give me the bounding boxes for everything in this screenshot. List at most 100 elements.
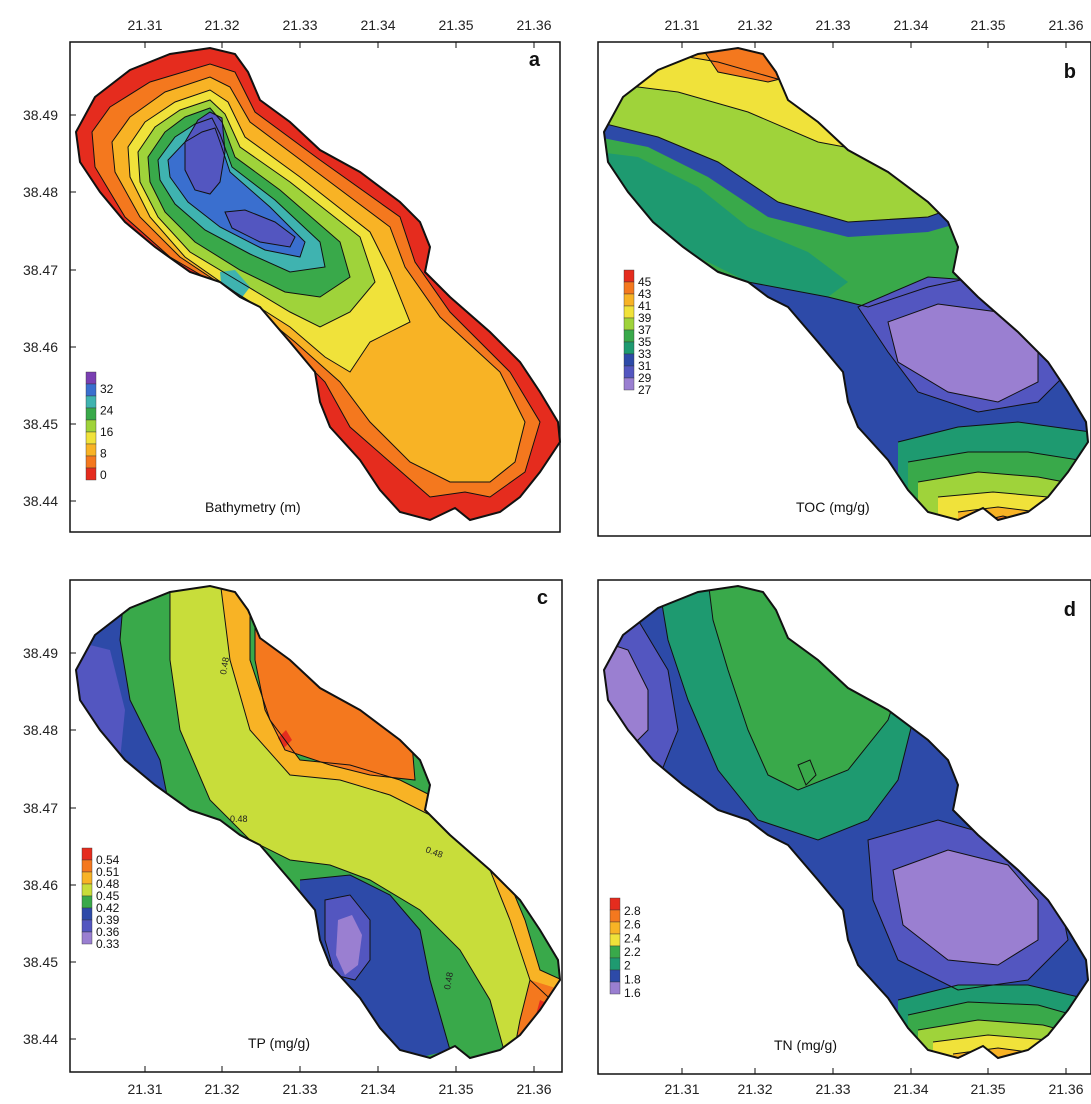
x-tick-label: 21.34	[360, 1081, 395, 1097]
x-tick-label: 21.33	[282, 17, 317, 33]
legend-label: 33	[638, 347, 652, 361]
legend-swatch	[85, 371, 97, 385]
x-tick-label: 21.32	[737, 1081, 772, 1097]
x-tick-label: 21.34	[893, 17, 928, 33]
legend-label: 0.48	[96, 877, 120, 891]
legend-label: 2.8	[624, 904, 641, 918]
panel-letter: b	[1064, 61, 1076, 83]
legend-swatch	[85, 431, 97, 445]
legend: 0.540.510.480.450.420.390.360.33	[81, 847, 120, 951]
legend-label: 2.6	[624, 918, 641, 932]
panel-a: a Bathymetry (m) 32 24 16 8 0	[69, 41, 561, 533]
x-tick-label: 21.32	[204, 1081, 239, 1097]
legend-swatch	[623, 317, 635, 331]
legend-swatch	[609, 981, 621, 995]
x-tick-label: 21.31	[664, 17, 699, 33]
legend-swatch	[81, 919, 93, 933]
x-tick-label: 21.32	[737, 17, 772, 33]
legend-swatch	[81, 883, 93, 897]
legend-label: 1.6	[624, 986, 641, 1000]
variable-label: TN (mg/g)	[774, 1037, 837, 1053]
legend-label: 0	[100, 468, 107, 482]
legend-swatch	[623, 365, 635, 379]
legend: 32 24 16 8 0	[85, 371, 114, 482]
legend-label: 0.45	[96, 889, 120, 903]
legend-label: 41	[638, 299, 652, 313]
legend-label: 1.8	[624, 972, 641, 986]
variable-label: Bathymetry (m)	[205, 499, 301, 515]
contour-label: 0.48	[218, 656, 231, 675]
legend-label: 24	[100, 403, 114, 417]
legend-label: 43	[638, 287, 652, 301]
y-tick-label: 38.45	[23, 416, 58, 432]
legend-swatch	[81, 847, 93, 861]
x-tick-label: 21.36	[516, 1081, 551, 1097]
x-tick-label: 21.32	[204, 17, 239, 33]
y-tick-label: 38.48	[23, 722, 58, 738]
legend-label: 37	[638, 323, 652, 337]
axis-ticks: 21.31 21.32 21.33 21.34 21.35 21.36 38.49 38.48…	[23, 17, 1084, 1097]
legend-label: 0.39	[96, 913, 120, 927]
legend-swatch	[85, 383, 97, 397]
legend-swatch	[81, 931, 93, 945]
x-tick-label: 21.36	[1048, 1081, 1083, 1097]
x-tick-label: 21.33	[815, 17, 850, 33]
x-tick-label: 21.35	[970, 17, 1005, 33]
y-tick-label: 38.47	[23, 262, 58, 278]
x-tick-label: 21.33	[815, 1081, 850, 1097]
legend-label: 16	[100, 425, 114, 439]
legend-swatch	[609, 969, 621, 983]
legend-label: 35	[638, 335, 652, 349]
legend-swatch	[623, 353, 635, 367]
legend-label: 2	[624, 959, 631, 973]
legend-swatch	[609, 933, 621, 947]
x-tick-label: 21.35	[438, 17, 473, 33]
x-tick-label: 21.36	[516, 17, 551, 33]
x-tick-label: 21.34	[893, 1081, 928, 1097]
x-tick-label: 21.31	[127, 1081, 162, 1097]
legend-swatch	[623, 269, 635, 283]
legend-swatch	[81, 871, 93, 885]
legend-label: 2.4	[624, 931, 641, 945]
legend-swatch	[81, 895, 93, 909]
x-tick-label: 21.35	[970, 1081, 1005, 1097]
legend-label: 29	[638, 371, 652, 385]
panel-letter: d	[1064, 599, 1076, 621]
y-tick-label: 38.49	[23, 107, 58, 123]
legend-swatch	[81, 907, 93, 921]
contour-label: 0.48	[442, 971, 455, 990]
legend: 2.82.62.42.221.81.6	[609, 897, 641, 1000]
legend-label: 27	[638, 383, 652, 397]
legend-swatch	[623, 341, 635, 355]
panel-d: d TN (mg/g) 2.82.62.42.221.81.6	[597, 579, 1091, 1075]
x-tick-label: 21.34	[360, 17, 395, 33]
legend-swatch	[609, 909, 621, 923]
legend-swatch	[85, 407, 97, 421]
variable-label: TP (mg/g)	[248, 1035, 310, 1051]
legend-swatch	[609, 921, 621, 935]
y-tick-label: 38.49	[23, 645, 58, 661]
legend-label: 31	[638, 359, 652, 373]
legend-swatch	[85, 419, 97, 433]
legend-label: 32	[100, 382, 114, 396]
legend-swatch	[609, 957, 621, 971]
legend-label: 0.54	[96, 853, 120, 867]
legend-label: 0.36	[96, 925, 120, 939]
legend-label: 45	[638, 275, 652, 289]
legend-swatch	[623, 293, 635, 307]
x-tick-label: 21.36	[1048, 17, 1083, 33]
legend-label: 39	[638, 311, 652, 325]
y-tick-label: 38.46	[23, 339, 58, 355]
x-tick-label: 21.31	[664, 1081, 699, 1097]
panel-letter: a	[529, 49, 541, 71]
legend-label: 0.51	[96, 865, 120, 879]
y-tick-label: 38.46	[23, 877, 58, 893]
legend-swatch	[623, 281, 635, 295]
legend-label: 0.42	[96, 901, 120, 915]
panel-letter: c	[537, 587, 548, 609]
legend-swatch	[623, 305, 635, 319]
legend-swatch	[85, 455, 97, 469]
